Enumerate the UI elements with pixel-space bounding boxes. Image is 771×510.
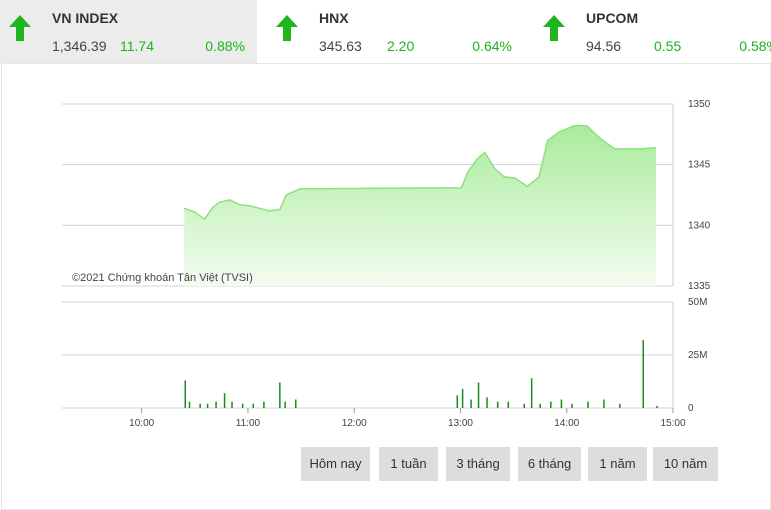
y-tick-label: 1335	[688, 281, 711, 292]
volume-bar	[587, 401, 589, 408]
volume-bar	[470, 399, 472, 408]
volume-bar	[486, 397, 488, 408]
x-tick-label: 13:00	[448, 418, 473, 429]
ticker-name: UPCOM	[586, 10, 639, 26]
volume-bar	[539, 403, 541, 408]
volume-bar	[188, 401, 191, 408]
ticker-value: 94.56	[586, 38, 622, 54]
range-button[interactable]: 1 năm	[588, 447, 647, 481]
range-button[interactable]: 6 tháng	[518, 447, 581, 481]
ticker-percent: 0.58%	[739, 38, 771, 54]
ticker-percent: 0.64%	[472, 38, 512, 54]
volume-bar	[456, 395, 459, 408]
range-button[interactable]: 10 năm	[653, 447, 718, 481]
ticker-name: VN INDEX	[52, 10, 119, 26]
volume-bar	[642, 340, 644, 408]
annotation: ©2021 Chứng khoán Tân Việt (TVSI)	[72, 272, 253, 284]
volume-bar	[523, 403, 525, 408]
volume-bar	[619, 403, 621, 408]
volume-bar	[461, 388, 464, 408]
ticker-percent: 0.88%	[205, 38, 245, 54]
ticker-change: 11.74	[120, 38, 154, 54]
x-tick-label: 10:00	[129, 418, 154, 429]
volume-bar	[550, 401, 552, 408]
up-arrow	[276, 15, 298, 41]
y-tick-label: 1345	[688, 160, 711, 171]
x-tick-label: 14:00	[554, 418, 579, 429]
ticker-card[interactable]: HNX 345.63 2.20 0.64%	[267, 0, 524, 63]
volume-bar	[603, 399, 605, 408]
ticker-change: 0.55	[654, 38, 682, 54]
up-arrow	[543, 15, 565, 41]
volume-bar	[295, 399, 297, 408]
volume-bar	[530, 378, 533, 408]
ticker-value: 1,346.39	[52, 38, 107, 54]
volume-bar	[560, 399, 563, 408]
line	[183, 125, 657, 221]
volume-bar	[223, 393, 226, 408]
volume-bar	[206, 403, 209, 408]
range-button[interactable]: 3 tháng	[446, 447, 510, 481]
volume-bar	[571, 403, 573, 408]
volume-bar	[656, 405, 658, 408]
up-arrow	[9, 15, 31, 41]
volume-bar	[241, 403, 244, 408]
ticker-change: 2.20	[387, 38, 415, 54]
range-button[interactable]: Hôm nay	[301, 447, 370, 481]
volume-bar	[215, 401, 217, 408]
volume-bar	[199, 403, 201, 408]
volume-bar	[279, 382, 281, 408]
volume-bar	[184, 380, 187, 408]
range-button[interactable]: 1 tuần	[379, 447, 438, 481]
y-tick-label: 1340	[688, 220, 711, 231]
y-tick-label: 1350	[688, 99, 711, 110]
y-tick-label: 0	[688, 403, 694, 414]
ticker-name: HNX	[319, 10, 349, 26]
x-tick-label: 15:00	[660, 418, 685, 429]
volume-bar	[477, 382, 480, 408]
volume-bar	[496, 401, 499, 408]
volume-bar	[252, 403, 255, 408]
volume-bar	[231, 401, 233, 408]
x-tick-label: 11:00	[236, 418, 261, 429]
volume-bar	[284, 401, 286, 408]
volume-bar	[263, 401, 265, 408]
volume-bar	[507, 401, 510, 408]
y-tick-label: 25M	[688, 350, 707, 361]
ticker-value: 345.63	[319, 38, 362, 54]
area-fill	[184, 125, 656, 286]
x-tick-label: 12:00	[342, 418, 367, 429]
ticker-card[interactable]: UPCOM 94.56 0.55 0.58%	[534, 0, 771, 63]
y-tick-label: 50M	[688, 297, 707, 308]
ticker-card[interactable]: VN INDEX 1,346.39 11.74 0.88%	[0, 0, 257, 63]
